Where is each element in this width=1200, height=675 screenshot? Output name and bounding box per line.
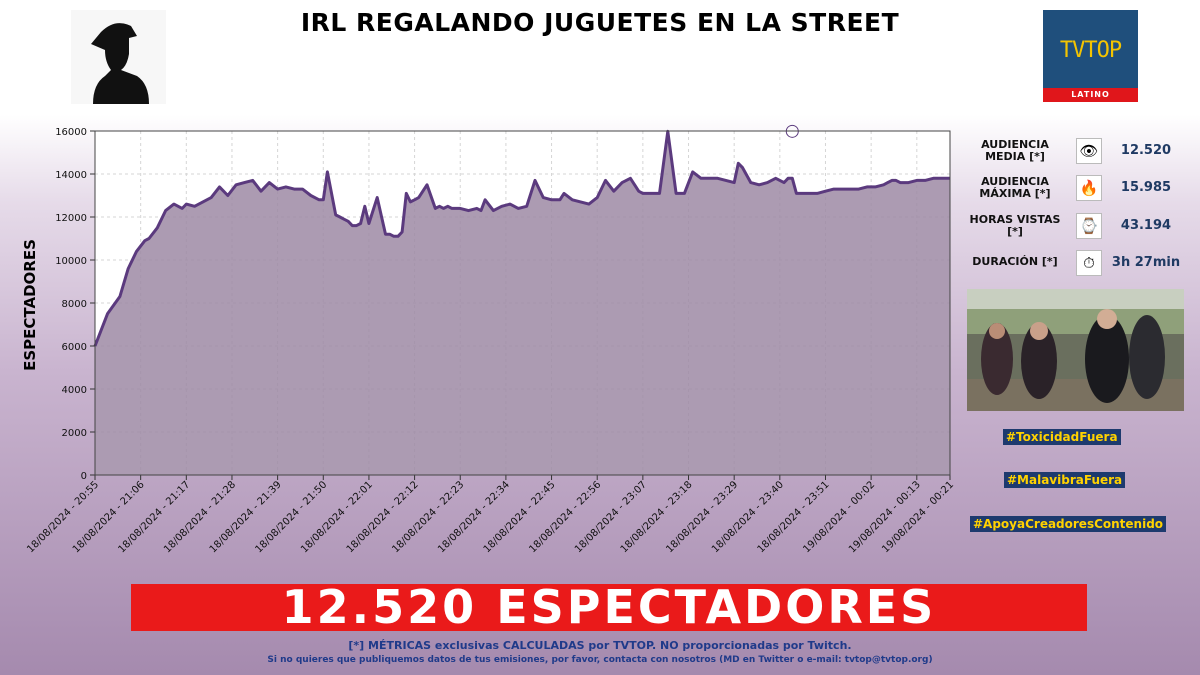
metric-label: HORAS VISTAS [*]	[969, 213, 1061, 238]
y-axis-label: ESPECTADORES	[21, 239, 39, 371]
y-tick-label: 14000	[55, 170, 87, 181]
stopwatch-icon: ⏱	[1076, 250, 1102, 276]
metric-duration: DURACIÓN [*] ⏱ 3h 27min	[960, 247, 1190, 277]
metric-label: AUDIENCIA MÁXIMA [*]	[979, 175, 1051, 200]
y-tick-label: 2000	[62, 428, 87, 439]
metric-hours: HORAS VISTAS [*] ⌚ 43.194	[960, 210, 1190, 240]
metric-value: 15.985	[1120, 180, 1172, 195]
eye-icon: 👁	[1076, 138, 1102, 164]
y-tick-label: 6000	[62, 342, 87, 353]
metric-average: AUDIENCIA MEDIA [*] 👁 12.520	[960, 135, 1190, 165]
metric-value: 3h 27min	[1111, 255, 1181, 270]
y-tick-label: 4000	[62, 385, 87, 396]
viewers-chart: 0 2000 4000 6000 8000 10000 12000 14000 16000 18…	[21, 124, 956, 555]
y-tick-label: 0	[81, 471, 87, 482]
streamer-avatar	[71, 10, 166, 104]
watch-icon: ⌚	[1076, 213, 1102, 239]
fire-icon: 🔥	[1076, 175, 1102, 201]
silhouette-icon	[91, 23, 149, 104]
metric-peak: AUDIENCIA MÁXIMA [*] 🔥 15.985	[960, 172, 1190, 202]
y-tick-label: 16000	[55, 127, 87, 138]
y-tick-label: 10000	[55, 256, 87, 267]
hashtag-toxicidad: #ToxicidadFuera	[1003, 429, 1121, 445]
logo-subtitle: LATINO	[1043, 88, 1138, 102]
y-axis-ticks: 0 2000 4000 6000 8000 10000 12000 14000 16000	[55, 127, 95, 482]
metric-value: 43.194	[1120, 218, 1172, 233]
viewers-banner: 12.520 ESPECTADORES	[131, 584, 1087, 631]
tvtop-logo: TVTOP LATINO	[1043, 10, 1138, 102]
y-tick-label: 12000	[55, 213, 87, 224]
viewers-area	[95, 131, 950, 476]
metric-label: AUDIENCIA MEDIA [*]	[981, 138, 1049, 163]
footer-contact: Si no quieres que publiquemos datos de t…	[267, 655, 933, 665]
logo-text: TVTOP	[1059, 38, 1122, 63]
hashtag-malavibra: #MalavibraFuera	[1004, 472, 1126, 488]
y-tick-label: 8000	[62, 299, 87, 310]
footer-note: [*] MÉTRICAS exclusivas CALCULADAS por T…	[348, 639, 852, 652]
stream-thumbnail	[967, 289, 1184, 411]
metric-value: 12.520	[1120, 143, 1172, 158]
page-title: IRL REGALANDO JUGUETES EN LA STREET	[300, 8, 900, 37]
metric-label: DURACIÓN [*]	[972, 255, 1058, 268]
plot-frame	[94, 130, 951, 476]
hashtag-apoya: #ApoyaCreadoresContenido	[970, 516, 1167, 532]
viewers-line	[93, 129, 950, 347]
